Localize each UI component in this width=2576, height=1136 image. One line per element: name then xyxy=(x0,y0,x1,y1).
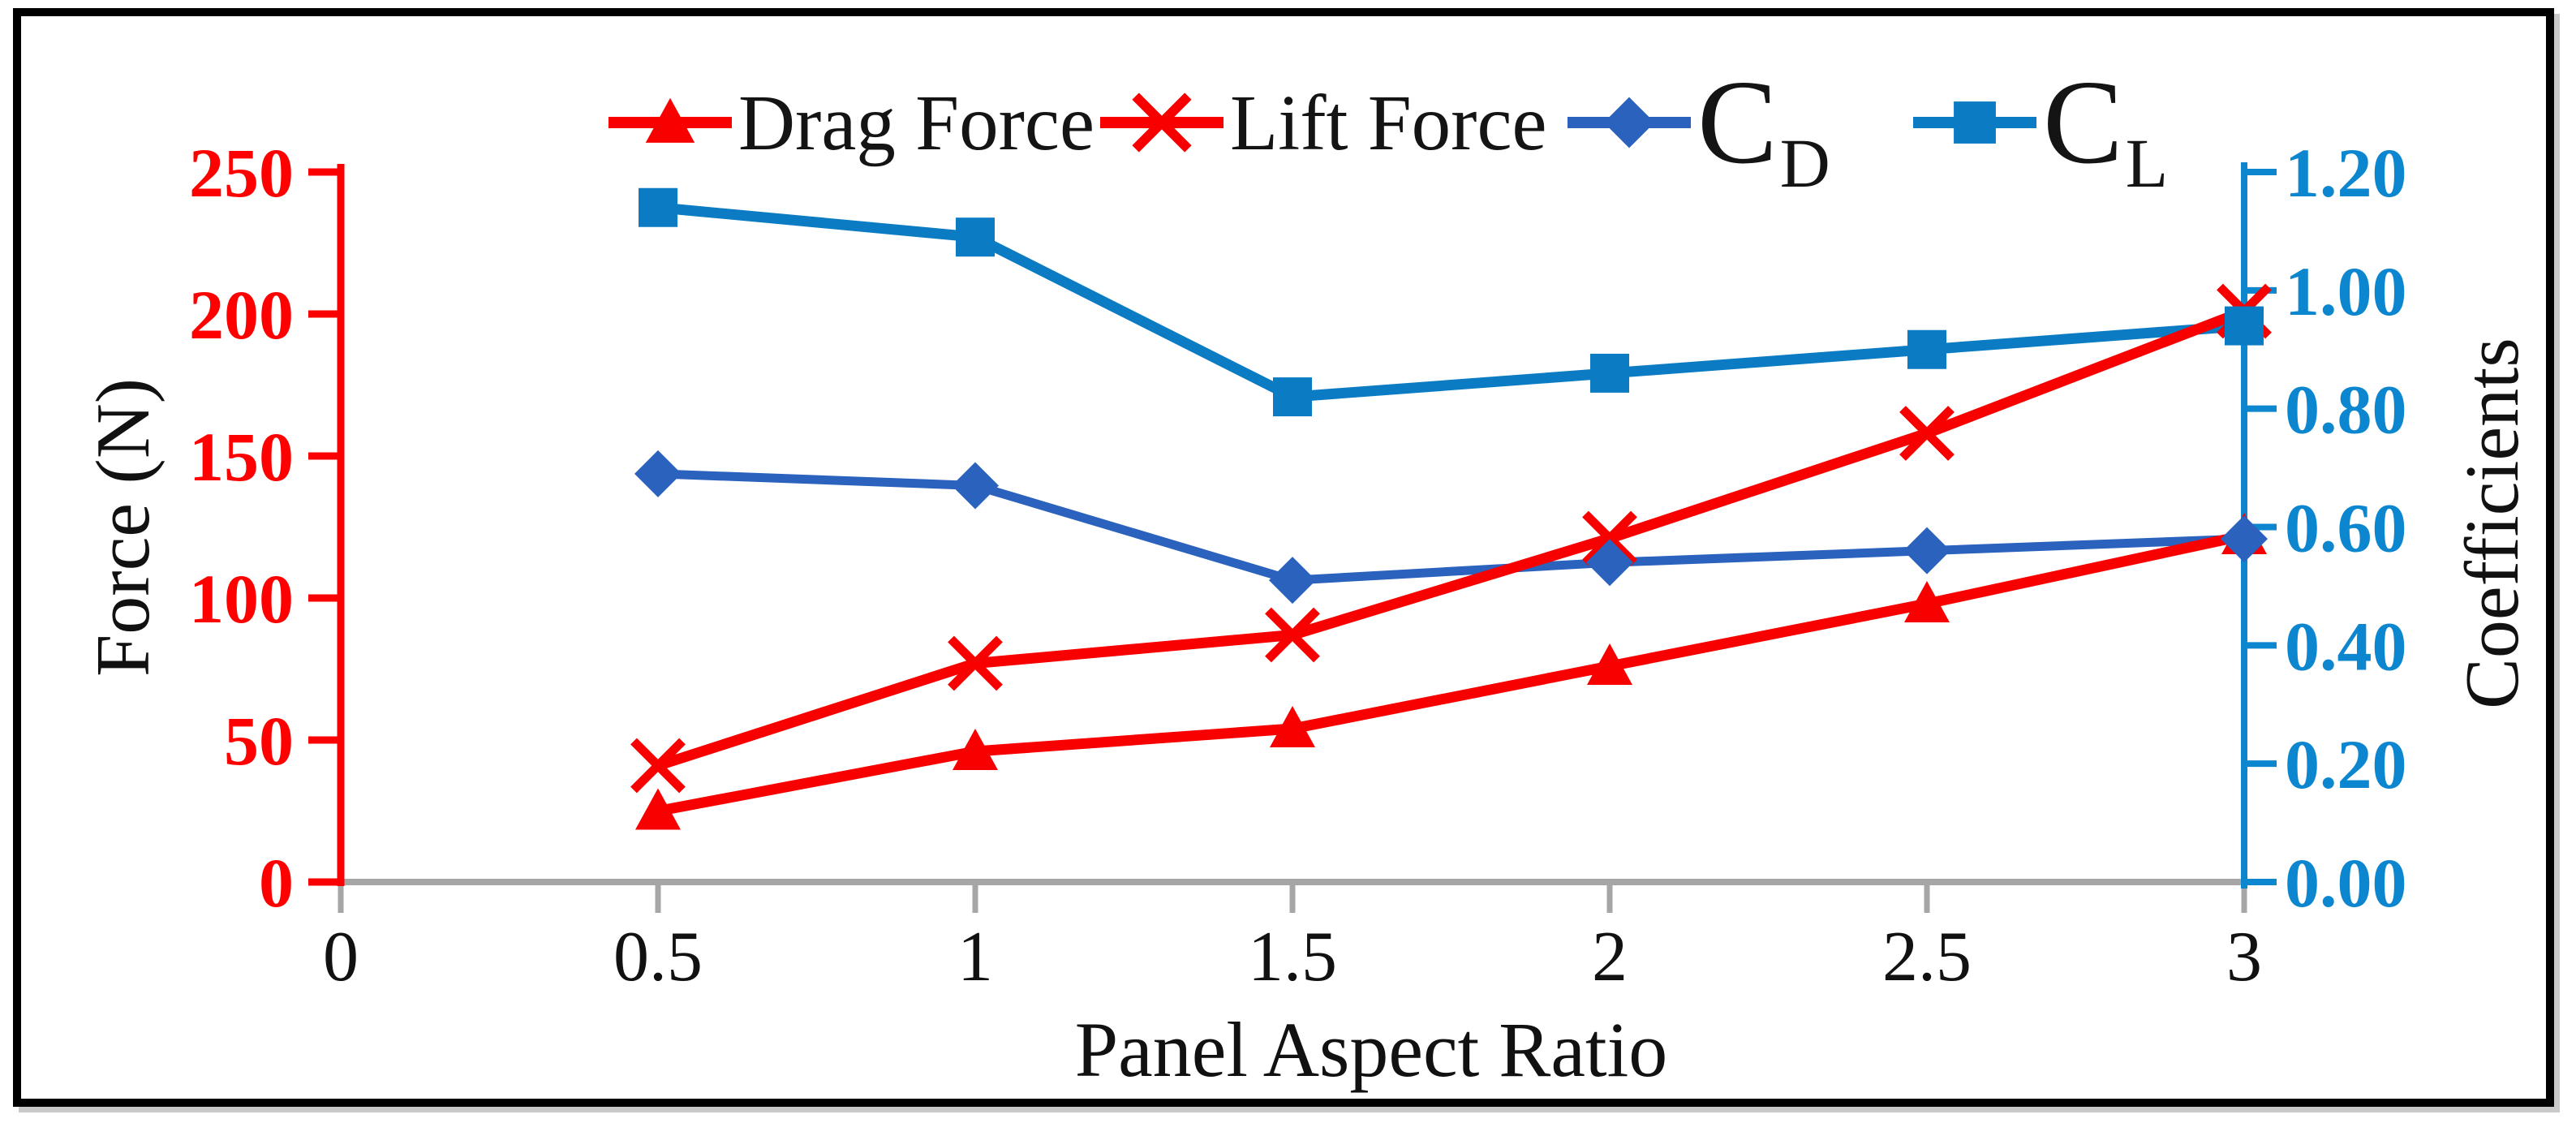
left-tick-label: 100 xyxy=(189,560,294,638)
triangle-marker xyxy=(635,788,681,830)
x-tick-label: 0 xyxy=(323,918,359,996)
diamond-marker xyxy=(2221,515,2268,563)
right-tick-label: 0.80 xyxy=(2285,371,2407,449)
left-tick-label: 50 xyxy=(224,702,294,780)
right-tick-label: 0.40 xyxy=(2285,607,2407,685)
series-markers-c-l xyxy=(639,187,2264,417)
cd-legend-marker xyxy=(1568,97,1691,148)
series-line-c-l xyxy=(657,202,2245,402)
square-marker xyxy=(2225,306,2264,346)
legend-label-cl: CL xyxy=(2043,56,2169,203)
triangle-marker xyxy=(1270,706,1315,747)
square-marker xyxy=(1590,353,1629,393)
square-marker xyxy=(1954,101,1996,144)
square-marker xyxy=(1273,377,1312,417)
diamond-marker xyxy=(634,450,682,497)
series-markers-drag-force xyxy=(635,513,2267,830)
series-line-drag-force xyxy=(656,530,2246,816)
square-marker xyxy=(1907,329,1946,369)
right-tick-label: 1.20 xyxy=(2285,134,2407,212)
square-marker xyxy=(639,187,677,227)
x-tick-label: 2 xyxy=(1592,918,1628,996)
diamond-marker xyxy=(1903,527,1950,574)
x-tick-label: 1 xyxy=(957,918,993,996)
series-markers-c-d xyxy=(634,450,2268,605)
left-tick-label: 250 xyxy=(189,134,294,212)
x-tick-label: 0.5 xyxy=(613,918,703,996)
triangle-marker xyxy=(953,729,998,770)
x-marker xyxy=(1899,406,1955,461)
x-axis-title: Panel Aspect Ratio xyxy=(1074,1006,1668,1093)
x-tick-label: 1.5 xyxy=(1248,918,1337,996)
lift-force-legend-marker xyxy=(1100,93,1223,153)
x-tick-label: 2.5 xyxy=(1882,918,1972,996)
right-tick-label: 1.00 xyxy=(2285,252,2407,330)
x-marker xyxy=(1132,93,1192,153)
x-marker xyxy=(630,738,686,794)
left-tick-label: 150 xyxy=(189,418,294,496)
triangle-marker xyxy=(645,97,695,143)
legend-item-lift-force: Lift Force xyxy=(1100,75,1550,170)
diamond-marker xyxy=(952,462,999,510)
series-line-c-d xyxy=(657,469,2245,585)
x-marker xyxy=(948,635,1003,691)
legend-item-drag-force: Drag Force xyxy=(609,75,1097,170)
triangle-marker xyxy=(1904,581,1950,622)
right-tick-label: 0.60 xyxy=(2285,489,2407,567)
x-axis xyxy=(334,879,2251,913)
series-line-lift-force xyxy=(656,306,2247,771)
legend-label-drag-force: Drag Force xyxy=(738,79,1095,166)
legend-label-lift-force: Lift Force xyxy=(1230,79,1547,166)
diamond-marker xyxy=(1586,539,1633,587)
drag-force-legend-marker xyxy=(609,97,732,143)
x-marker xyxy=(1265,607,1320,663)
legend-label-cd: CD xyxy=(1697,56,1830,203)
diamond-marker xyxy=(1603,97,1655,148)
square-marker xyxy=(956,217,995,257)
right-tick-label: 0.00 xyxy=(2285,844,2407,922)
x-tick-label: 3 xyxy=(2226,918,2262,996)
left-tick-label: 0 xyxy=(259,844,294,922)
cl-legend-marker xyxy=(1913,101,2036,144)
left-axis-title: Force (N) xyxy=(81,377,166,678)
right-tick-label: 0.20 xyxy=(2285,725,2407,803)
right-axis-title: Coefficients xyxy=(2450,338,2535,709)
diamond-marker xyxy=(1269,557,1316,605)
legend-item-cd: CD xyxy=(1568,62,1830,198)
x-marker xyxy=(1582,510,1637,566)
series-markers-lift-force xyxy=(630,283,2272,794)
triangle-marker xyxy=(1587,643,1632,685)
legend-item-cl: CL xyxy=(1913,62,2168,198)
left-tick-label: 200 xyxy=(189,276,294,354)
left-axis xyxy=(308,164,345,886)
